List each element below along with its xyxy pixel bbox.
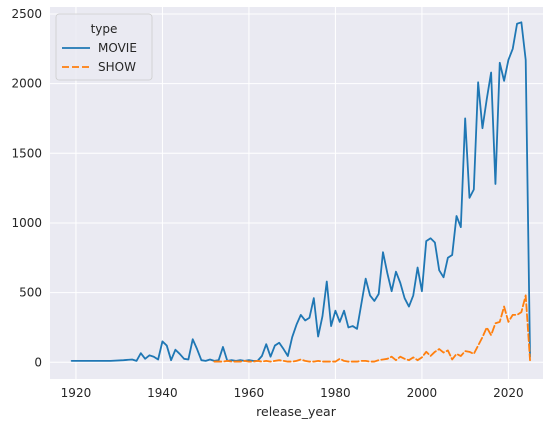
x-tick-label: 1920 (61, 386, 92, 400)
y-tick-label: 0 (34, 355, 42, 369)
legend: type MOVIE SHOW (55, 13, 153, 81)
y-tick-label: 2500 (11, 7, 42, 21)
x-tick-label: 1980 (320, 386, 351, 400)
series-layer (70, 21, 531, 363)
y-tick-label: 500 (19, 286, 42, 300)
x-axis-label: release_year (256, 404, 337, 419)
series-line-show (213, 294, 531, 363)
tick-labels: 1920 1940 1960 1980 2000 2020 0 500 1000 1500 2000… (11, 7, 523, 400)
grid-lines (50, 7, 543, 379)
legend-title: type (91, 22, 118, 36)
legend-label-movie: MOVIE (98, 41, 137, 55)
series-line-movie (70, 21, 531, 362)
legend-box (55, 13, 153, 81)
x-tick-label: 2000 (407, 386, 438, 400)
legend-label-show: SHOW (98, 60, 136, 74)
x-tick-label: 2020 (493, 386, 524, 400)
y-tick-label: 2000 (11, 77, 42, 91)
x-tick-label: 1940 (147, 386, 178, 400)
y-tick-label: 1500 (11, 146, 42, 160)
x-tick-label: 1960 (234, 386, 265, 400)
y-tick-label: 1000 (11, 216, 42, 230)
